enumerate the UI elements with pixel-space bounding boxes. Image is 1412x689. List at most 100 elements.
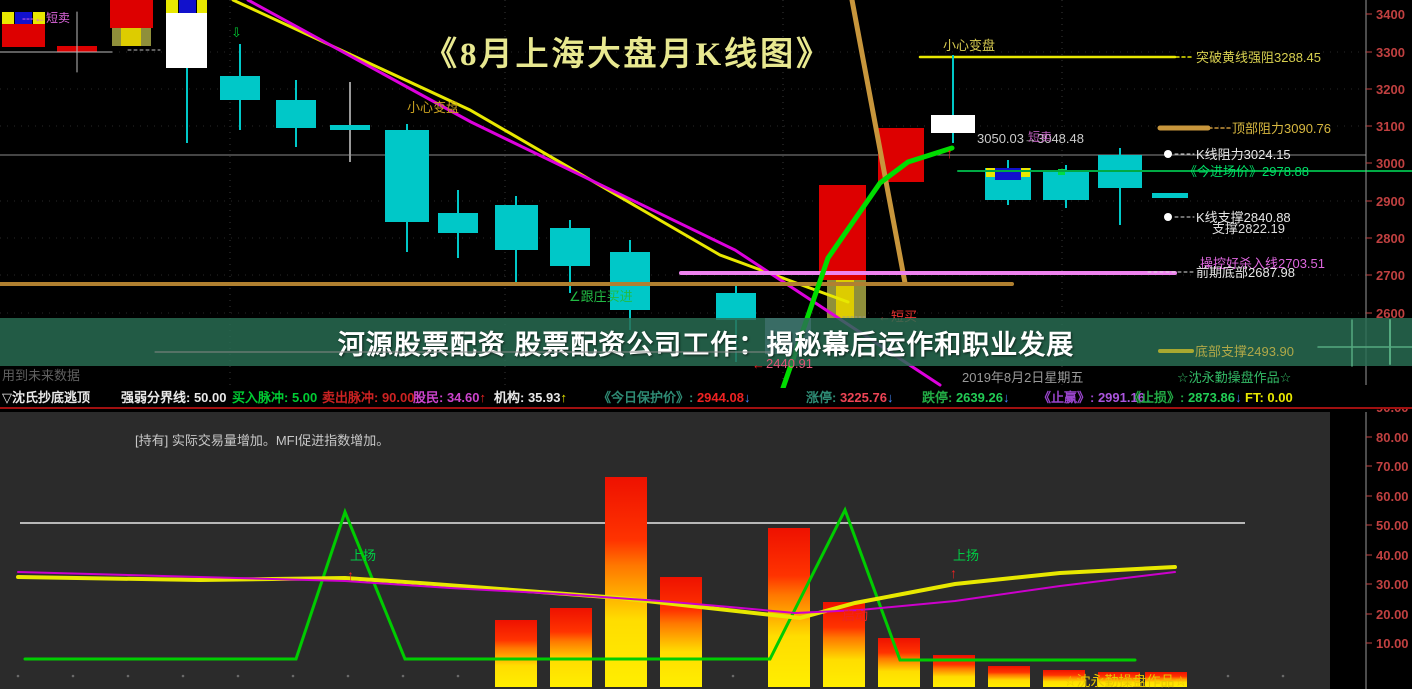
candle-mark xyxy=(197,0,207,13)
overlay-ad-banner: 河源股票配资 股票配资公司工作：揭秘幕后运作和职业发展 xyxy=(0,318,1412,366)
x-axis-dot xyxy=(401,674,405,678)
candle-body xyxy=(610,252,650,310)
candle-body xyxy=(550,228,590,266)
mfi-line-yellow xyxy=(16,565,1177,621)
leader-dot xyxy=(1164,213,1172,221)
axis-tick-label: 2700 xyxy=(1376,268,1405,283)
mfi-line-magenta xyxy=(17,571,1176,615)
candle-body xyxy=(2,24,45,47)
status-segment: 2991.16 xyxy=(1097,390,1145,405)
axis-tick-label: 60.00 xyxy=(1376,489,1409,504)
status-limit-up: 涨停: 3225.76↓ xyxy=(806,388,893,407)
axis-tick-label: 3300 xyxy=(1376,45,1405,60)
candle-mark xyxy=(15,12,32,24)
status-segment: ↓ xyxy=(1234,390,1242,405)
status-segment: 2944.08 xyxy=(696,390,744,405)
green-surge-line xyxy=(780,145,955,391)
candle-body xyxy=(1043,172,1089,200)
leader-dot xyxy=(1164,150,1172,158)
x-axis-dot xyxy=(16,674,20,678)
status-segment: 股民: 34.60 xyxy=(413,390,480,405)
volume-bar xyxy=(823,602,865,687)
status-segment: 买入脉冲: 5.00 xyxy=(232,390,318,405)
status-segment: 跌停: xyxy=(922,390,956,405)
candle-body xyxy=(385,130,429,222)
entry-price-label: 《今进场价》2978.88 xyxy=(1184,164,1309,179)
status-protect-price: 《今日保护价》: 2944.08↓ xyxy=(598,388,750,407)
axis-tick-label: 3200 xyxy=(1376,82,1405,97)
indicator-status-bar: ▽沈氏抄底逃顶 强弱分界线: 50.00 买入脉冲: 5.00 卖出脉冲: 90.00… xyxy=(0,388,1412,407)
status-institution: 机构: 35.93↑ xyxy=(494,388,567,407)
x-axis-dot xyxy=(731,674,735,678)
volume-bar xyxy=(1043,670,1085,687)
signal-line-green xyxy=(23,506,1137,662)
volume-bar xyxy=(1145,672,1187,687)
prior-bottom-label: 前期底部2687.98 xyxy=(1196,265,1295,280)
volume-bar xyxy=(550,608,592,687)
axis-tick-label: 40.00 xyxy=(1376,548,1409,563)
status-stop-loss: 《止损》: 2873.86↓ xyxy=(1128,388,1241,407)
yellow-breakout-label: 突破黄线强阻3288.45 xyxy=(1196,50,1321,65)
chart-title: 《8月上海大盘月K线图》 xyxy=(424,37,833,73)
volume-bar xyxy=(605,477,647,687)
axis-tick-label: 70.00 xyxy=(1376,459,1409,474)
volume-bar xyxy=(988,666,1030,687)
green-arrow-marker: ⇩ xyxy=(231,25,242,40)
status-segment: FT: 0.00 xyxy=(1245,390,1293,405)
x-axis-dot xyxy=(71,674,75,678)
price-move-label: 3050.03→3048.48 xyxy=(977,131,1084,146)
volume-bar xyxy=(660,577,702,687)
candle-mark xyxy=(166,0,178,13)
axis-tick-label: 80.00 xyxy=(1376,430,1409,445)
candle-mark xyxy=(121,28,141,46)
volume-bar xyxy=(495,620,537,687)
status-retail: 股民: 34.60↑ xyxy=(413,388,486,407)
status-segment: 涨停: xyxy=(806,390,840,405)
candle-mark xyxy=(986,168,995,177)
axis-tick-label: 3100 xyxy=(1376,119,1405,134)
candle-mark xyxy=(179,0,196,13)
axis-tick-label: 2600 xyxy=(1376,306,1405,321)
follow-banker-buy-label: ∠跟庄买进 xyxy=(569,289,633,304)
status-segment: ↓ xyxy=(886,390,894,405)
status-sell-pulse: 卖出脉冲: 90.00 xyxy=(322,388,414,407)
indicator-name[interactable]: ▽沈氏抄底逃顶 xyxy=(2,388,90,407)
candle-body xyxy=(330,125,370,130)
rise-label-1: 上扬 xyxy=(350,548,376,563)
status-segment: 2639.26 xyxy=(955,390,1003,405)
x-axis-dot xyxy=(456,674,460,678)
short-sell-label: ---←短卖 xyxy=(22,11,70,25)
status-segment: 《今日保护价》: xyxy=(598,390,697,405)
status-divider-line: 强弱分界线: 50.00 xyxy=(121,388,226,407)
axis-tick-label: 3000 xyxy=(1376,156,1405,171)
x-axis-dot xyxy=(181,674,185,678)
tan-diagonal-line xyxy=(849,0,908,286)
candle-mark xyxy=(836,280,854,318)
candle-body xyxy=(438,213,478,233)
axis-tick-label: 30.00 xyxy=(1376,577,1409,592)
axis-tick-label: 20.00 xyxy=(1376,607,1409,622)
rise-arrow-1: ↑ xyxy=(347,567,354,583)
status-segment: ▽沈氏抄底逃顶 xyxy=(2,390,90,405)
status-ft: FT: 0.00 xyxy=(1245,388,1293,407)
candle-body xyxy=(276,100,316,128)
red-up-arrow: ↑ xyxy=(946,145,953,161)
caution-label-2: 小心变盘 xyxy=(943,38,995,53)
candle-mark xyxy=(995,168,1021,180)
candle-mark xyxy=(1021,168,1030,177)
volume-bar xyxy=(768,528,810,687)
x-axis-dot xyxy=(236,674,240,678)
candle-body xyxy=(931,115,975,133)
panel-divider-line xyxy=(0,407,1412,409)
x-axis-dot xyxy=(126,674,130,678)
status-limit-down: 跌停: 2639.26↓ xyxy=(922,388,1009,407)
x-axis-dot xyxy=(1226,674,1230,678)
top-resistance-label: 顶部阻力3090.76 xyxy=(1232,121,1331,136)
volume-bar xyxy=(878,638,920,687)
candle-body xyxy=(166,13,207,68)
candle-mark xyxy=(2,12,14,24)
candle-body xyxy=(716,293,756,320)
status-segment: 3225.76 xyxy=(839,390,887,405)
